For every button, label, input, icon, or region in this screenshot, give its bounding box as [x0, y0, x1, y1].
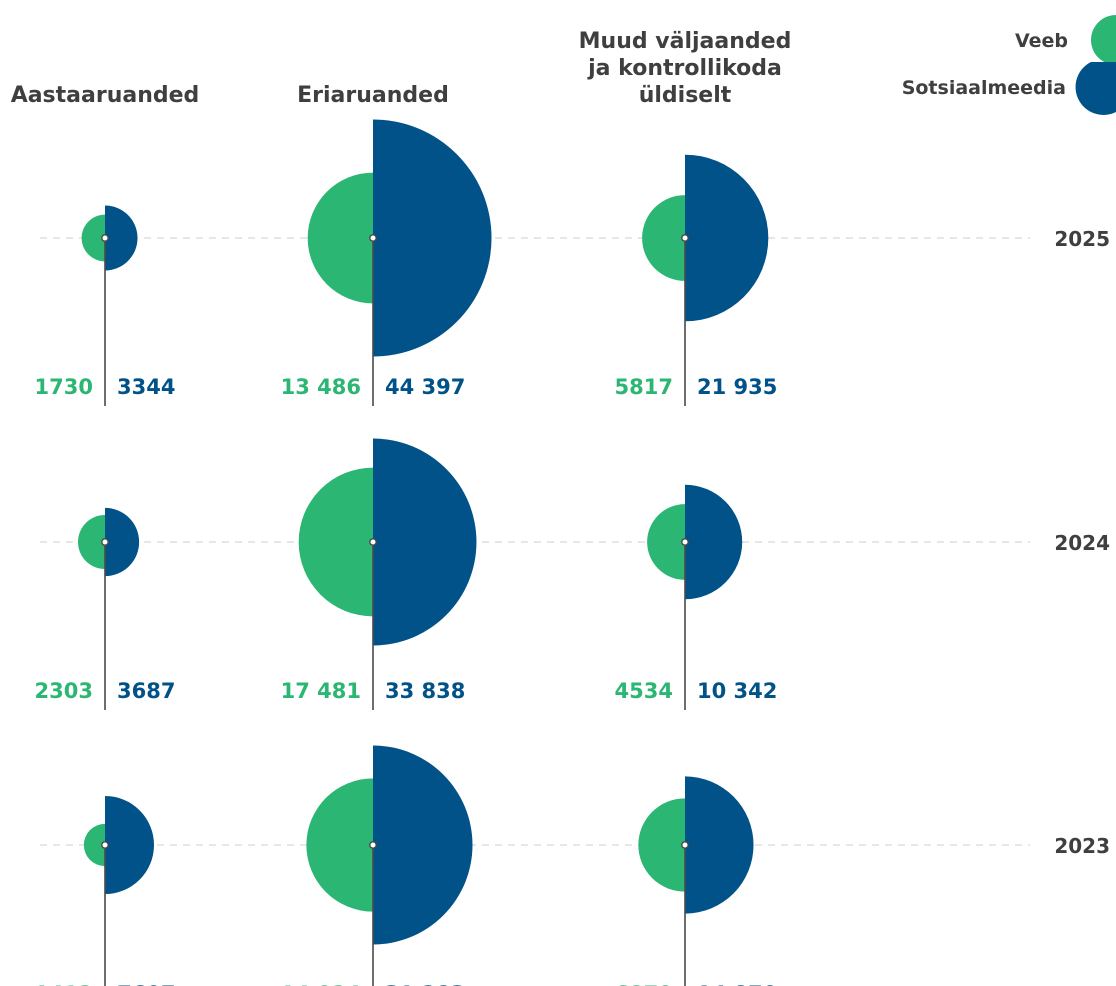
legend-sotsiaalmeedia-swatch: [1075, 62, 1116, 115]
sotsiaalmeedia-semicircle-eriaruanded-2025: [373, 119, 492, 357]
veeb-semicircle-muud-väljaanded-2025: [642, 195, 685, 281]
veeb-semicircle-aastaaruanded-2024: [78, 515, 105, 569]
sotsiaalmeedia-value-label: 31 283: [385, 982, 465, 986]
year-label-2025: 2025: [1054, 227, 1110, 251]
year-label-2023: 2023: [1054, 834, 1110, 858]
year-rows: 1730 3344 13 486 44 397 5817 21 935 2025 2303 36…: [35, 119, 1110, 986]
veeb-value-label: 14 024: [281, 982, 361, 986]
center-dot-eriaruanded-2023: [369, 841, 377, 849]
sotsiaalmeedia-semicircle-aastaaruanded-2025: [105, 205, 138, 271]
sotsiaalmeedia-semicircle-aastaaruanded-2023: [105, 795, 154, 895]
year-label-2024: 2024: [1054, 531, 1110, 555]
column-title-muud-väljaanded: Muud väljaanded ja kontrollikoda üldiselt: [579, 29, 792, 108]
sotsiaalmeedia-semicircle-muud-väljaanded-2023: [685, 776, 754, 914]
column-title-aastaaruanded: Aastaaruanded: [11, 83, 200, 108]
sotsiaalmeedia-semicircle-eriaruanded-2023: [373, 745, 473, 945]
center-dot-aastaaruanded-2025: [101, 234, 109, 242]
sotsiaalmeedia-value-label: 44 397: [385, 375, 465, 399]
veeb-semicircle-eriaruanded-2023: [306, 778, 373, 912]
legend: Veeb Sotsiaalmeedia: [902, 15, 1116, 115]
column-title-line: Aastaaruanded: [11, 83, 200, 108]
veeb-semicircle-eriaruanded-2024: [298, 467, 373, 617]
row-2025: 1730 3344 13 486 44 397 5817 21 935 2025: [35, 119, 1110, 406]
center-dot-aastaaruanded-2023: [101, 841, 109, 849]
legend-label-veeb: Veeb: [1015, 30, 1068, 52]
center-dot-muud-väljaanded-2023: [681, 841, 689, 849]
veeb-value-label: 5817: [615, 375, 673, 399]
veeb-semicircle-aastaaruanded-2023: [83, 823, 105, 867]
sotsiaalmeedia-value-label: 7607: [117, 982, 175, 986]
legend-label-sotsiaalmeedia: Sotsiaalmeedia: [902, 77, 1066, 99]
veeb-value-label: 1730: [35, 375, 93, 399]
veeb-value-label: 17 481: [281, 679, 361, 703]
center-dot-aastaaruanded-2024: [101, 538, 109, 546]
center-dot-eriaruanded-2024: [369, 538, 377, 546]
sotsiaalmeedia-semicircle-muud-väljaanded-2024: [685, 484, 743, 600]
sotsiaalmeedia-value-label: 3344: [117, 375, 175, 399]
center-dot-muud-väljaanded-2024: [681, 538, 689, 546]
column-titles: Aastaaruanded Eriaruanded Muud väljaanded j…: [11, 29, 792, 108]
sotsiaalmeedia-value-label: 33 838: [385, 679, 465, 703]
center-dot-eriaruanded-2025: [369, 234, 377, 242]
veeb-value-label: 1412: [35, 982, 93, 986]
veeb-semicircle-muud-väljaanded-2023: [638, 798, 685, 892]
column-title-eriaruanded: Eriaruanded: [297, 83, 449, 108]
center-dot-muud-väljaanded-2025: [681, 234, 689, 242]
column-title-line: ja kontrollikoda: [587, 56, 782, 81]
row-2024: 2303 3687 17 481 33 838 4534 10 342 2024: [35, 438, 1110, 710]
legend-veeb-swatch: [1091, 15, 1116, 65]
column-title-line: Muud väljaanded: [579, 29, 792, 54]
sotsiaalmeedia-value-label: 21 935: [697, 375, 777, 399]
row-2023: 1412 7607 14 024 31 283 6879 14 870 2023: [35, 745, 1110, 986]
veeb-semicircle-eriaruanded-2025: [307, 172, 373, 304]
column-title-line: üldiselt: [639, 83, 732, 108]
veeb-value-label: 13 486: [281, 375, 361, 399]
veeb-value-label: 2303: [35, 679, 93, 703]
sotsiaalmeedia-value-label: 10 342: [697, 679, 777, 703]
sotsiaalmeedia-value-label: 14 870: [697, 982, 777, 986]
column-title-line: Eriaruanded: [297, 83, 449, 108]
veeb-semicircle-muud-väljaanded-2024: [647, 504, 685, 580]
veeb-value-label: 4534: [615, 679, 673, 703]
veeb-semicircle-aastaaruanded-2025: [81, 214, 105, 262]
sotsiaalmeedia-semicircle-muud-väljaanded-2025: [685, 154, 769, 322]
year-guides: [40, 237, 1030, 846]
sotsiaalmeedia-semicircle-aastaaruanded-2024: [105, 507, 140, 577]
sotsiaalmeedia-value-label: 3687: [117, 679, 175, 703]
veeb-value-label: 6879: [615, 982, 673, 986]
sotsiaalmeedia-semicircle-eriaruanded-2024: [373, 438, 477, 646]
